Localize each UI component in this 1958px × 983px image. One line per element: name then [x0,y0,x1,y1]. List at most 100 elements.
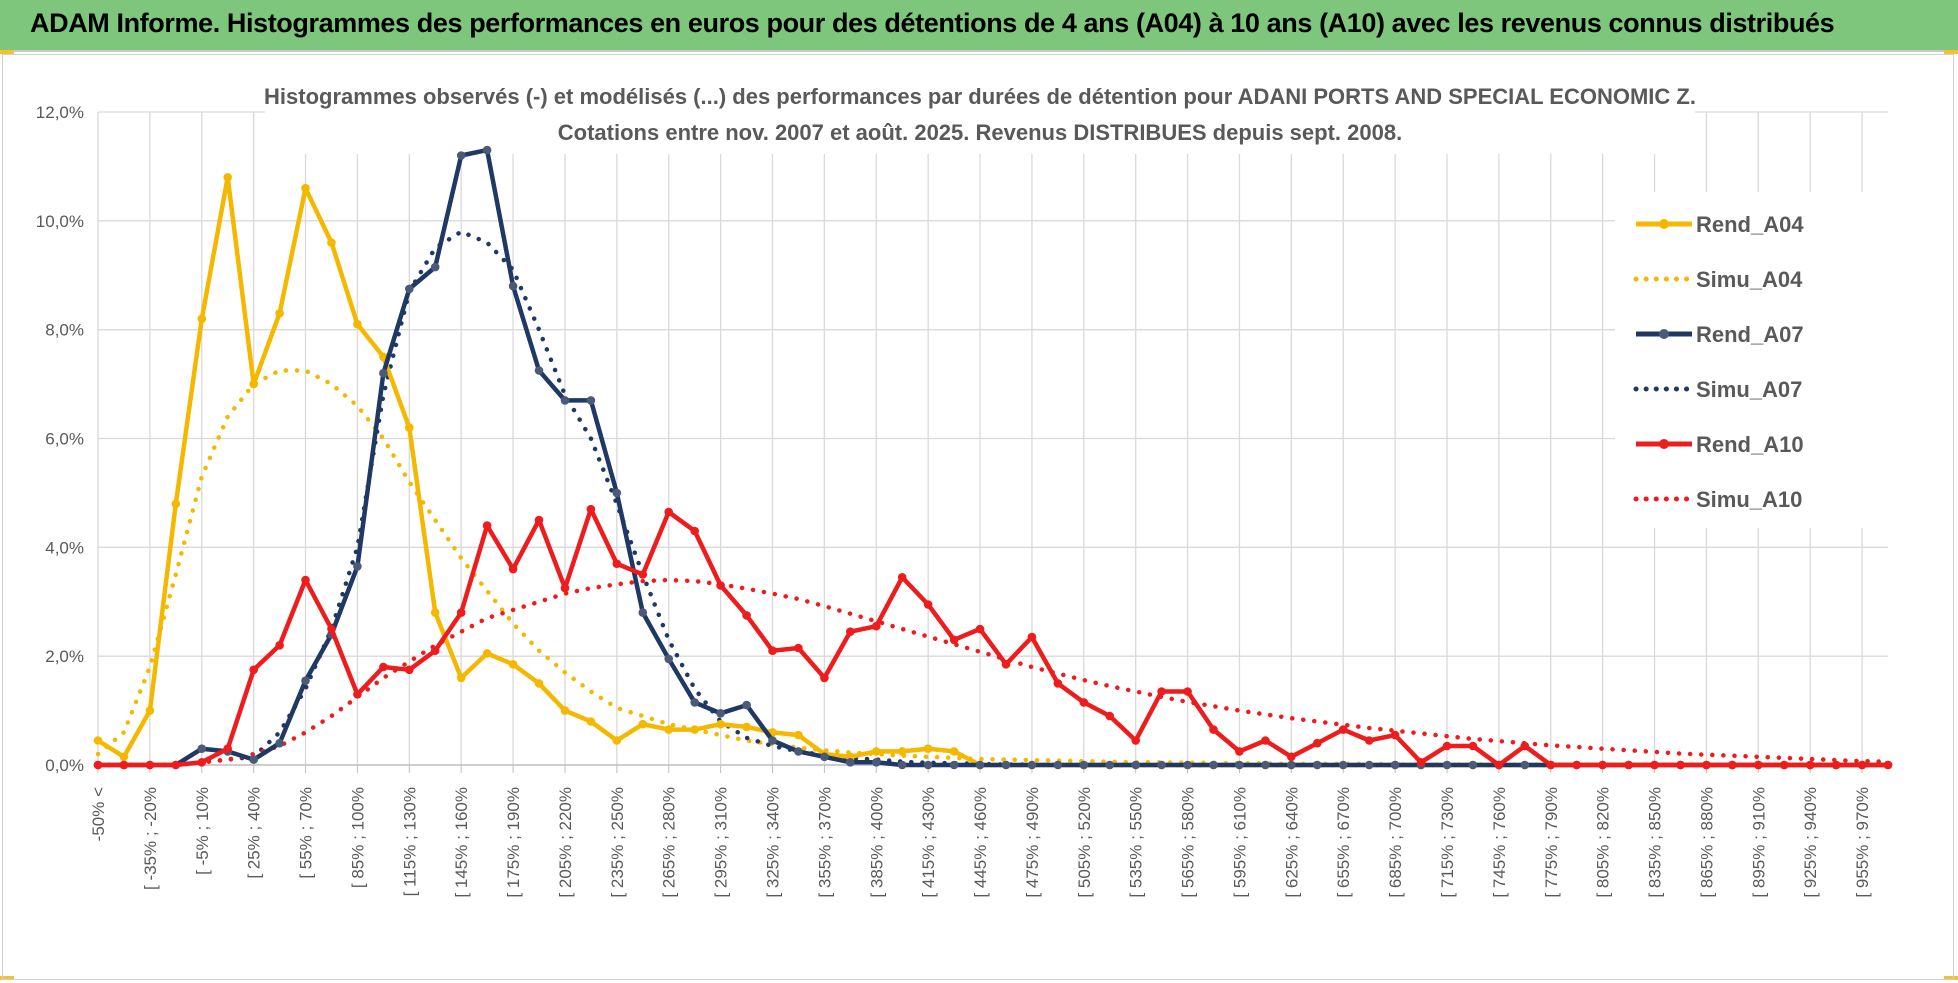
data-point [1209,725,1218,734]
series-layer [93,145,1893,770]
data-point [301,676,310,685]
data-point [742,722,751,732]
data-point [949,635,959,645]
data-point [327,624,336,634]
data-point [1468,741,1478,751]
data-point [612,736,622,745]
x-tick-label: [ 85% ; 100% [348,787,367,888]
data-point [93,760,103,770]
data-point [353,562,362,571]
legend-label: Simu_A10 [1696,487,1802,512]
data-point [1390,760,1400,770]
x-tick-label: [ 865% ; 880% [1697,787,1716,898]
data-point [1157,760,1166,770]
corner-mark-bottom-left [0,976,14,980]
corner-mark-bottom-right [1944,976,1958,980]
data-point [1390,730,1400,740]
data-point [664,725,673,734]
data-point [1754,760,1763,770]
data-point [249,665,258,675]
data-point [93,736,103,745]
data-point [820,673,829,683]
data-point [664,507,673,517]
data-point [405,284,414,294]
data-point [508,281,518,291]
data-point [586,504,596,514]
data-point [586,396,596,405]
x-tick-label: [ 955% ; 970% [1853,787,1872,898]
data-point [1183,687,1192,696]
x-tick-label: [ 685% ; 700% [1386,787,1405,898]
x-tick-label: [ 295% ; 310% [712,787,731,898]
data-point [1001,760,1011,770]
data-point [275,641,284,650]
banner-title: ADAM Informe. Histogrammes des performan… [30,8,1835,38]
data-point [430,608,440,617]
data-point [223,744,232,753]
legend-label: Simu_A07 [1696,377,1802,402]
data-point [794,643,803,653]
data-point [1546,760,1556,770]
legend-label: Rend_A04 [1696,212,1804,237]
data-point [1728,760,1737,770]
data-point [171,499,181,509]
x-tick-label: [ 385% ; 400% [867,787,886,898]
data-point [301,183,310,193]
data-point [482,145,492,155]
data-point [1261,736,1270,745]
data-point [353,319,362,329]
data-point [534,366,544,375]
data-point [949,760,959,770]
data-point [846,627,855,636]
data-point [872,747,881,756]
data-point [975,760,985,770]
data-point [379,368,388,378]
data-point [690,725,699,734]
data-point [897,760,907,770]
data-point [716,719,725,729]
data-point [1676,760,1685,770]
data-point [1079,698,1089,707]
x-tick-label: -50% < [89,787,108,841]
data-point [1416,758,1426,767]
data-point [456,151,466,160]
data-point [1261,760,1270,770]
data-point [897,747,907,756]
series-line [98,506,1888,768]
data-point [742,611,751,620]
data-point [690,698,699,707]
data-point [1442,760,1452,770]
data-point [1702,760,1711,770]
banner: ADAM Informe. Histogrammes des performan… [0,0,1958,52]
data-point [1338,725,1348,734]
x-tick-label: [ 235% ; 250% [608,787,627,898]
x-tick-label: [ 595% ; 610% [1230,787,1249,898]
data-point [1572,760,1581,770]
data-point [560,706,570,715]
x-tick-label: [ 655% ; 670% [1334,787,1353,898]
data-point [1287,752,1296,762]
data-point [430,646,440,655]
data-point [638,608,648,617]
x-tick-label: [ 505% ; 520% [1075,787,1094,898]
data-point [301,575,310,585]
data-point [1053,679,1063,688]
data-point [872,621,881,631]
data-point [119,760,129,770]
data-point [456,608,466,617]
data-point [1442,741,1452,751]
data-point [1520,760,1530,770]
data-point [197,758,207,767]
corner-mark-right [1944,50,1958,54]
data-point [1157,687,1166,696]
data-point [638,570,648,579]
data-point [145,706,155,715]
x-tick-label: [ -5% ; 10% [193,787,212,875]
x-tick-label: [ 355% ; 370% [815,787,834,898]
axes: 0,0% 2,0% 4,0% 6,0% 8,0% 10,0% 12,0% -50% < [ -3… [36,103,1888,898]
data-point [1183,760,1192,770]
data-point [1105,711,1114,721]
data-point [612,488,622,498]
data-point [197,314,207,324]
data-point [560,396,570,405]
